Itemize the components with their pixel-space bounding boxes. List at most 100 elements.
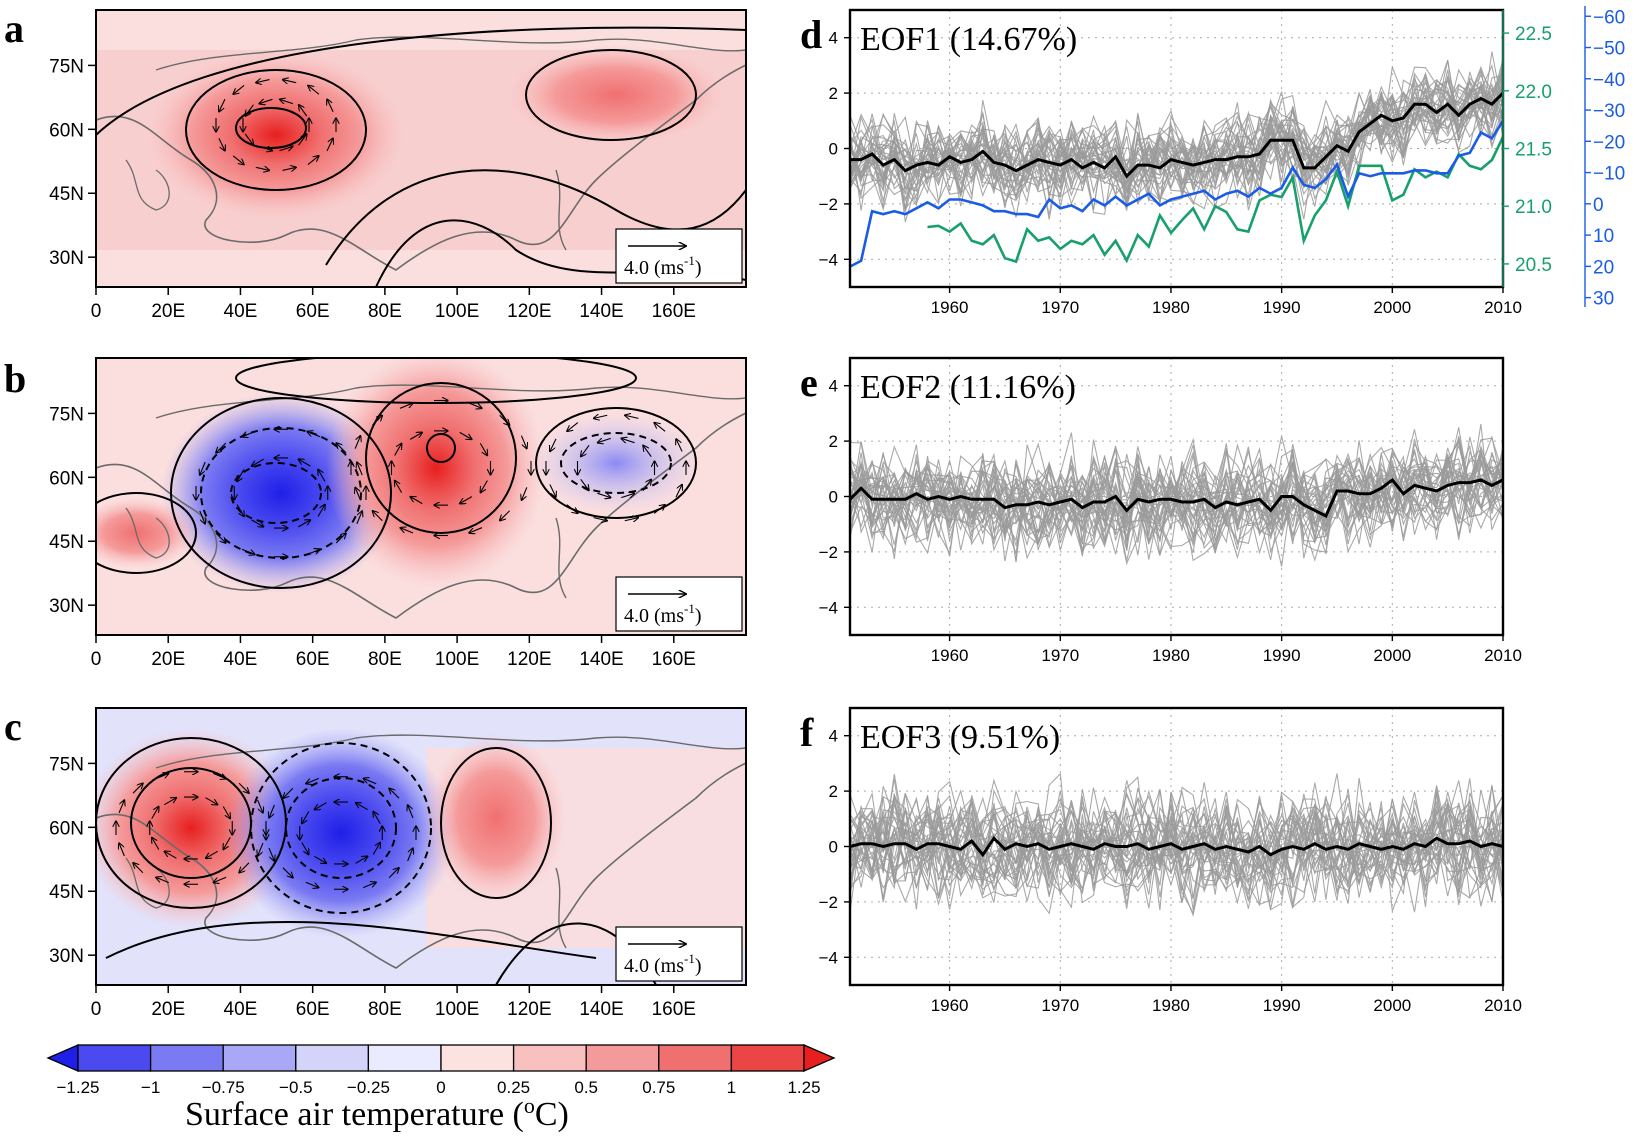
y-tick-label: −4 xyxy=(819,598,838,617)
panel-letter-b: b xyxy=(4,356,26,401)
lon-tick-label: 100E xyxy=(435,649,479,670)
colorbar-bin xyxy=(77,1044,152,1072)
green-axis-tick-label: 21.0 xyxy=(1515,197,1552,218)
lat-tick-label: 60N xyxy=(49,818,84,839)
colorbar-tick-label: −0.25 xyxy=(347,1078,390,1097)
x-tick-label: 1960 xyxy=(931,298,969,317)
ensemble-line xyxy=(849,791,1504,897)
reference-vector-label: 4.0 (ms-1) xyxy=(624,601,702,627)
ensemble-line xyxy=(849,451,1504,562)
lat-tick-label: 45N xyxy=(49,532,84,553)
y-tick-label: 4 xyxy=(829,727,838,746)
lon-tick-label: 20E xyxy=(151,301,185,322)
ensemble-line xyxy=(849,445,1504,559)
panel-letter-d: d xyxy=(800,12,822,57)
x-tick-label: 1980 xyxy=(1152,646,1190,665)
eof-title: EOF1 (14.67%) xyxy=(860,21,1077,58)
map-panel-c: 75N 60N 45N 30N 0 20E 40E 60E 80E 100E 120E 140E 160… xyxy=(49,707,747,1020)
timeseries-panel-e: EOF2 (11.16%) e 4 2 0 −2 −4 1960 1970 1980 1990 200… xyxy=(800,356,1522,665)
right-axis-blue: −60 −50 −40 −30 −20 −10 0 10 20 30 xyxy=(1584,6,1625,310)
right-axis-green: 22.5 22.0 21.5 21.0 20.5 xyxy=(1502,10,1552,287)
green-axis-tick-label: 20.5 xyxy=(1515,255,1552,276)
x-tick-label: 2000 xyxy=(1373,996,1411,1015)
colorbar: −1.25 −1 −0.75 −0.5 −0.25 0 0.25 0.5 0.75 1 1.25 xyxy=(46,1044,836,1097)
colorbar-min-arrow xyxy=(46,1044,79,1072)
colorbar-bin xyxy=(149,1044,224,1072)
map-panel-b: 75N 60N 45N 30N 0 20E 40E 60E 80E 100E 120E 140E 160… xyxy=(49,357,747,670)
lon-tick-label: 100E xyxy=(435,999,479,1020)
x-tick-label: 2010 xyxy=(1484,996,1522,1015)
y-tick-label: −2 xyxy=(819,893,838,912)
colorbar-tick-label: −1 xyxy=(141,1078,160,1097)
colorbar-bin xyxy=(658,1044,733,1072)
panel-letter-a: a xyxy=(4,6,24,51)
lon-tick-label: 20E xyxy=(151,649,185,670)
blue-axis-tick-label: −60 xyxy=(1593,7,1625,28)
colorbar-tick-label: −0.5 xyxy=(279,1078,313,1097)
lon-tick-label: 140E xyxy=(579,649,623,670)
green-series-line xyxy=(927,136,1505,264)
lon-tick-label: 140E xyxy=(579,999,623,1020)
x-tick-label: 1960 xyxy=(931,646,969,665)
lon-tick-label: 60E xyxy=(296,301,330,322)
ensemble-line xyxy=(849,85,1504,202)
lon-tick-label: 0 xyxy=(91,999,102,1020)
x-tick-label: 2010 xyxy=(1484,298,1522,317)
colorbar-bin xyxy=(585,1044,660,1072)
colorbar-tick-label: 0 xyxy=(436,1078,445,1097)
y-tick-label: −4 xyxy=(819,948,838,967)
map-panels: 75N 60N 45N 30N 0 20E 40E 60E 80E 100E 120E 140E 160… xyxy=(49,9,747,1020)
green-axis-tick-label: 21.5 xyxy=(1515,140,1552,161)
y-tick-label: 4 xyxy=(829,377,838,396)
y-tick-label: 2 xyxy=(829,84,838,103)
y-tick-label: 0 xyxy=(829,838,838,857)
eof-title: EOF2 (11.16%) xyxy=(860,369,1076,406)
y-tick-label: 2 xyxy=(829,432,838,451)
ensemble-line xyxy=(849,797,1504,915)
lat-tick-label: 60N xyxy=(49,120,84,141)
x-tick-label: 1960 xyxy=(931,996,969,1015)
colorbar-tick-label: 0.5 xyxy=(574,1078,598,1097)
lon-tick-label: 160E xyxy=(652,999,696,1020)
colorbar-bin xyxy=(222,1044,297,1072)
lon-tick-label: 80E xyxy=(368,649,402,670)
eof-title: EOF3 (9.51%) xyxy=(860,719,1060,756)
reference-vector-box xyxy=(615,228,743,284)
colorbar-max-arrow xyxy=(803,1044,836,1072)
ensemble-line xyxy=(849,782,1504,913)
panel-letter-e: e xyxy=(800,360,818,405)
panel-letter-f: f xyxy=(800,710,814,755)
blue-axis-tick-label: −50 xyxy=(1593,39,1625,60)
x-tick-label: 2000 xyxy=(1373,298,1411,317)
lat-tick-label: 30N xyxy=(49,596,84,617)
lon-tick-label: 120E xyxy=(507,649,551,670)
blue-axis-tick-label: −40 xyxy=(1593,70,1625,91)
lon-tick-label: 40E xyxy=(224,649,258,670)
ensemble-line xyxy=(849,60,1504,215)
lat-tick-label: 60N xyxy=(49,468,84,489)
lat-tick-label: 45N xyxy=(49,882,84,903)
x-tick-label: 1970 xyxy=(1041,996,1079,1015)
colorbar-tick-label: 0.75 xyxy=(642,1078,675,1097)
blue-axis-tick-label: −20 xyxy=(1593,132,1625,153)
lon-tick-label: 120E xyxy=(507,301,551,322)
x-tick-label: 2000 xyxy=(1373,646,1411,665)
lon-tick-label: 100E xyxy=(435,301,479,322)
x-tick-label: 1970 xyxy=(1041,298,1079,317)
x-tick-label: 1990 xyxy=(1263,996,1301,1015)
y-tick-label: −2 xyxy=(819,195,838,214)
lon-tick-label: 80E xyxy=(368,301,402,322)
y-tick-label: −4 xyxy=(819,250,838,269)
blue-axis-tick-label: 10 xyxy=(1593,226,1614,247)
lon-tick-label: 160E xyxy=(652,301,696,322)
colorbar-tick-label: −0.75 xyxy=(202,1078,245,1097)
y-tick-label: 4 xyxy=(829,29,838,48)
reference-vector-label: 4.0 (ms-1) xyxy=(624,253,702,279)
ensemble-line xyxy=(849,435,1504,560)
colorbar-bin xyxy=(512,1044,587,1072)
colorbar-tick-label: 0.25 xyxy=(497,1078,530,1097)
x-tick-label: 1980 xyxy=(1152,996,1190,1015)
ensemble-line xyxy=(849,453,1504,552)
lon-tick-label: 120E xyxy=(507,999,551,1020)
